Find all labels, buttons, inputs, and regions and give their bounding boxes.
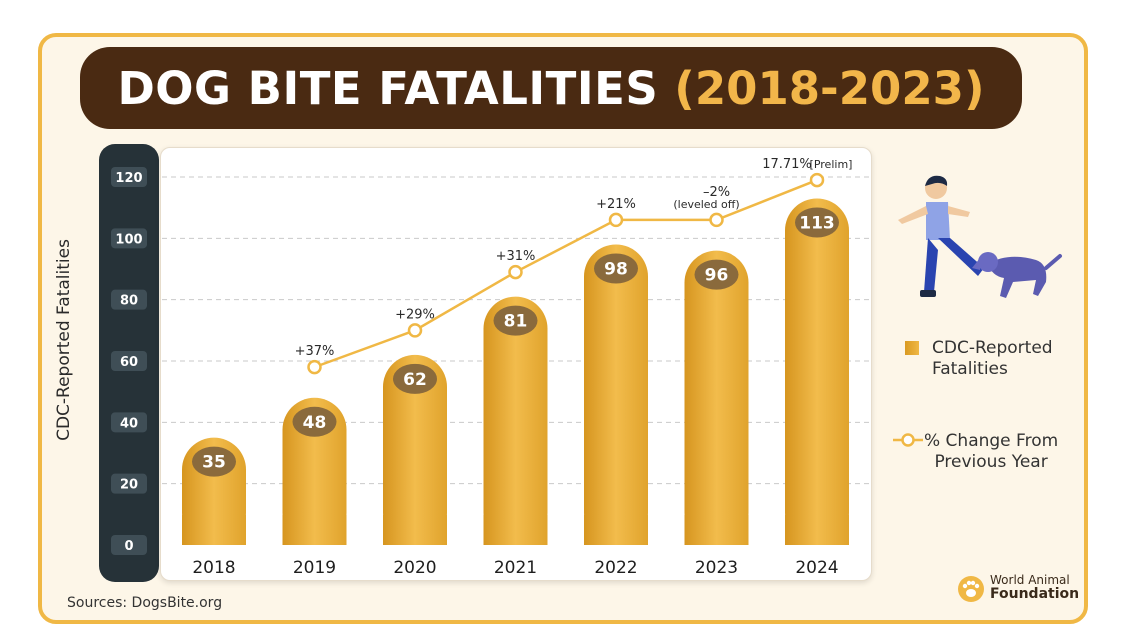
x-tick-label: 2019 xyxy=(293,558,336,578)
y-tick-bg xyxy=(111,535,147,555)
logo-line-2: Foundation xyxy=(990,586,1080,602)
bar-base-2020 xyxy=(383,515,447,545)
y-tick-bg xyxy=(111,289,147,310)
person-kicking-dog-icon xyxy=(898,175,1062,298)
bar-2022 xyxy=(584,244,648,545)
y-tick-label: 40 xyxy=(120,416,138,431)
line-point xyxy=(809,172,825,188)
y-tick-label: 0 xyxy=(124,539,133,554)
source-note: Sources: DogsBite.org xyxy=(67,595,223,611)
bar-value-label: 48 xyxy=(303,413,327,433)
line-point-label: +21% xyxy=(596,197,636,212)
x-tick-label: 2024 xyxy=(795,558,838,578)
chart-title: DOG BITE FATALITIES xyxy=(117,61,659,115)
y-tick-bg xyxy=(111,167,147,187)
y-tick-label: 100 xyxy=(115,232,142,247)
bar-value-bubble xyxy=(795,207,839,238)
logo: World Animal Foundation xyxy=(956,571,1079,603)
legend-line-marker-icon xyxy=(893,433,923,447)
y-tick-bg xyxy=(111,412,147,433)
title-banner: DOG BITE FATALITIES (2018-2023) xyxy=(80,47,1022,129)
legend-bar-swatch xyxy=(905,341,919,355)
line-point-label: +29% xyxy=(395,307,435,322)
leveled-off-annotation: (leveled off) xyxy=(673,198,739,211)
bar-value-bubble xyxy=(594,253,638,284)
x-tick-label: 2018 xyxy=(192,558,235,578)
bar-value-label: 35 xyxy=(202,453,226,473)
bar-2020 xyxy=(383,354,447,545)
bar-2023 xyxy=(684,250,749,545)
bar-value-label: 81 xyxy=(504,312,528,332)
line-point-label: +31% xyxy=(496,249,536,264)
bar-base-2019 xyxy=(282,515,347,545)
line-point xyxy=(407,323,423,338)
percent-change-line xyxy=(314,178,818,369)
line-point-label: –2% xyxy=(703,185,730,200)
line-point xyxy=(307,359,322,375)
paw-icon xyxy=(958,576,984,602)
bar-value-label: 113 xyxy=(799,213,835,233)
legend-line-label: % Change From Previous Year xyxy=(924,431,1059,472)
legend-bar-label: CDC-Reported Fatalities xyxy=(932,338,1053,379)
y-tick-label: 20 xyxy=(120,478,138,493)
bar-base-2022 xyxy=(584,515,648,545)
bar-value-bubble xyxy=(192,446,236,477)
line-point-label: 17.71% xyxy=(762,157,812,172)
bar-2019 xyxy=(282,397,347,545)
bar-2024 xyxy=(785,198,849,545)
bar-value-bubble xyxy=(393,363,437,394)
bar-value-label: 96 xyxy=(705,266,729,286)
y-tick-bg xyxy=(111,351,147,371)
prelim-annotation: [Prelim] xyxy=(810,158,853,171)
line-point xyxy=(608,212,624,228)
bar-base-2024 xyxy=(785,515,849,545)
x-tick-label: 2022 xyxy=(594,558,637,578)
bar-2021 xyxy=(483,296,548,545)
y-tick-label: 60 xyxy=(120,355,138,370)
bar-value-label: 98 xyxy=(604,259,628,279)
line-point xyxy=(709,212,724,228)
bar-base-2023 xyxy=(684,515,749,545)
x-tick-label: 2020 xyxy=(393,558,436,578)
bar-value-label: 62 xyxy=(403,370,427,390)
bar-value-bubble xyxy=(292,406,337,437)
logo-line-1: World Animal xyxy=(990,573,1070,587)
x-tick-label: 2023 xyxy=(695,558,738,578)
chart-title-years: (2018-2023) xyxy=(674,61,985,115)
y-tick-bg xyxy=(111,473,147,494)
y-tick-label: 120 xyxy=(115,171,142,186)
bar-base-2018 xyxy=(182,515,246,545)
y-tick-label: 80 xyxy=(120,294,138,309)
line-point xyxy=(508,264,523,280)
x-tick-label: 2021 xyxy=(494,558,537,578)
bar-value-bubble xyxy=(694,259,739,290)
bar-base-2021 xyxy=(483,515,548,545)
bar-value-bubble xyxy=(493,305,538,336)
y-tick-bg xyxy=(111,228,147,249)
line-point-label: +37% xyxy=(295,344,335,359)
